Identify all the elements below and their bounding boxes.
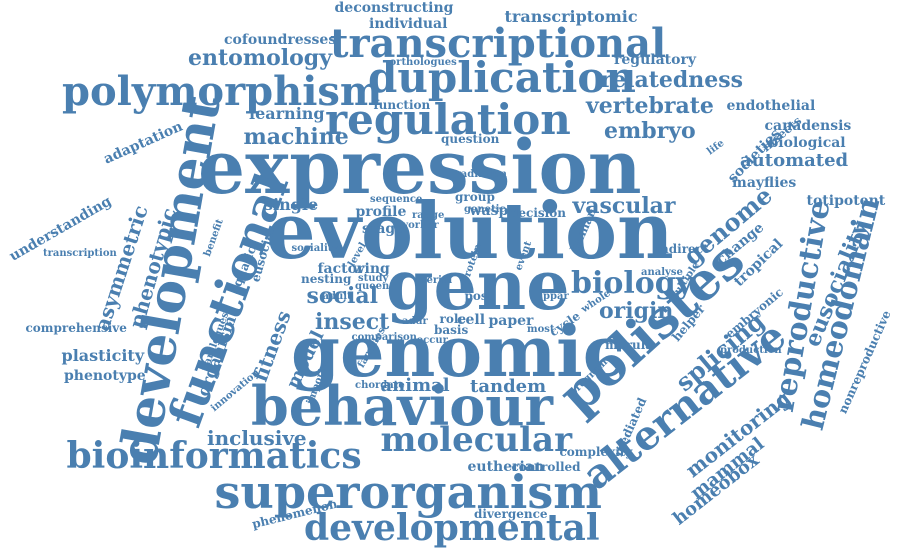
cloud-word-addr: addr bbox=[402, 316, 428, 327]
cloud-word-transcription: transcription bbox=[43, 248, 117, 259]
cloud-word-post: post bbox=[464, 289, 494, 303]
cloud-word-production: production bbox=[720, 345, 782, 356]
cloud-word-gene: gene bbox=[386, 246, 570, 326]
cloud-word-bioinformatics: bioinformatics bbox=[66, 435, 362, 477]
cloud-word-regulatory: regulatory bbox=[614, 52, 696, 68]
cloud-word-automated: automated bbox=[740, 150, 849, 171]
cloud-word-indirect: indirect bbox=[655, 242, 709, 256]
cloud-word-controlled: controlled bbox=[511, 460, 581, 474]
cloud-word-molecular: molecular bbox=[380, 420, 572, 460]
cloud-word-decision: decision bbox=[510, 206, 566, 220]
cloud-word-paper: paper bbox=[488, 313, 534, 329]
cloud-word-wing: wing bbox=[352, 261, 390, 277]
cloud-word-phenotype: phenotype bbox=[64, 368, 146, 384]
cloud-word-biology: biology bbox=[571, 266, 694, 301]
cloud-word-endothelial: endothelial bbox=[726, 98, 816, 114]
cloud-word-embryo: embryo bbox=[604, 118, 696, 144]
cloud-word-occur: occur bbox=[416, 335, 448, 346]
cloud-word-plasticity: plasticity bbox=[61, 346, 145, 365]
cloud-word-cofoundresses: cofoundresses bbox=[224, 32, 337, 48]
cloud-word-worker: worker bbox=[399, 220, 439, 231]
cloud-word-wasp: wasp bbox=[469, 203, 509, 219]
cloud-word-comprehensive: comprehensive bbox=[25, 321, 127, 335]
cloud-word-sequence: sequence bbox=[370, 194, 423, 205]
cloud-word-developmental: developmental bbox=[304, 507, 600, 549]
cloud-word-origin: origin bbox=[599, 298, 674, 324]
cloud-word-role: role bbox=[439, 312, 467, 326]
cloud-word-radiation: radiation bbox=[455, 169, 507, 180]
cloud-word-individual: individual bbox=[369, 16, 448, 32]
cloud-word-genomic: genomic bbox=[291, 310, 626, 393]
cloud-word-sociality: sociality bbox=[291, 243, 339, 254]
cloud-word-study: study bbox=[358, 273, 389, 284]
cloud-word-complexity: complexity bbox=[559, 445, 633, 459]
cloud-word-cell: cell bbox=[457, 312, 486, 328]
cloud-word-transcriptional: transcriptional bbox=[330, 20, 667, 67]
cloud-word-adult: adult bbox=[322, 291, 352, 302]
cloud-word-orthologues: orthologues bbox=[389, 57, 457, 68]
cloud-word-genetic: genetic bbox=[464, 204, 506, 215]
cloud-word-single: single bbox=[264, 195, 319, 214]
cloud-word-evolution: evolution bbox=[266, 186, 674, 277]
cloud-word-basis: basis bbox=[434, 323, 469, 337]
cloud-word-deconstructing: deconstructing bbox=[334, 0, 454, 16]
cloud-word-regulation: regulation bbox=[325, 95, 571, 144]
cloud-word-relatedness: relatedness bbox=[600, 67, 744, 93]
cloud-word-aerial: aerial bbox=[420, 275, 453, 286]
cloud-word-superorganism: superorganism bbox=[214, 465, 602, 519]
cloud-word-insect: insect bbox=[315, 309, 390, 335]
cloud-word-morula: morula bbox=[605, 338, 654, 352]
cloud-word-question: question bbox=[441, 132, 500, 146]
cloud-word-chordate: chordate bbox=[355, 380, 405, 391]
cloud-word-duplication: duplication bbox=[368, 53, 636, 102]
cloud-word-inclusive: inclusive bbox=[207, 426, 307, 450]
cloud-word-ppar: ppar bbox=[543, 291, 569, 302]
cloud-word-queen: queen bbox=[355, 281, 390, 292]
cloud-word-behaviour: behaviour bbox=[251, 374, 553, 438]
cloud-word-divergence: divergence bbox=[474, 507, 548, 521]
cloud-word-social: social bbox=[306, 283, 378, 309]
cloud-word-machine: machine bbox=[243, 124, 349, 150]
cloud-word-tandem: tandem bbox=[470, 376, 547, 397]
cloud-word-comparison: comparison bbox=[351, 332, 417, 343]
cloud-word-profile: profile bbox=[355, 204, 407, 220]
cloud-word-totipotent: totipotent bbox=[806, 193, 886, 209]
cloud-word-mayflies: mayflies bbox=[732, 175, 797, 191]
cloud-word-biological: biological bbox=[768, 135, 846, 151]
cloud-word-most: most bbox=[527, 324, 555, 335]
cloud-word-life: life bbox=[705, 137, 727, 158]
cloud-word-group: group bbox=[455, 190, 495, 204]
cloud-word-animal: animal bbox=[380, 375, 450, 396]
cloud-word-analyse: analyse bbox=[641, 267, 683, 278]
cloud-word-polymorphism: polymorphism bbox=[62, 68, 383, 115]
cloud-word-learning: learning bbox=[249, 104, 325, 123]
cloud-word-range: range bbox=[412, 210, 445, 221]
cloud-word-vascular: vascular bbox=[572, 193, 676, 219]
cloud-word-entomology: entomology bbox=[188, 45, 332, 71]
cloud-word-nesting: nesting bbox=[301, 272, 352, 286]
cloud-word-stage: stage bbox=[362, 221, 405, 237]
cloud-word-factor: factor bbox=[317, 261, 365, 277]
cloud-word-canadensis: canadensis bbox=[764, 118, 852, 134]
cloud-word-vertebrate: vertebrate bbox=[586, 93, 714, 119]
cloud-word-expression: expression bbox=[198, 125, 642, 211]
cloud-word-eutherian: eutherian bbox=[467, 459, 545, 475]
cloud-word-function: function bbox=[373, 98, 431, 112]
cloud-word-transcriptomic: transcriptomic bbox=[504, 7, 638, 26]
